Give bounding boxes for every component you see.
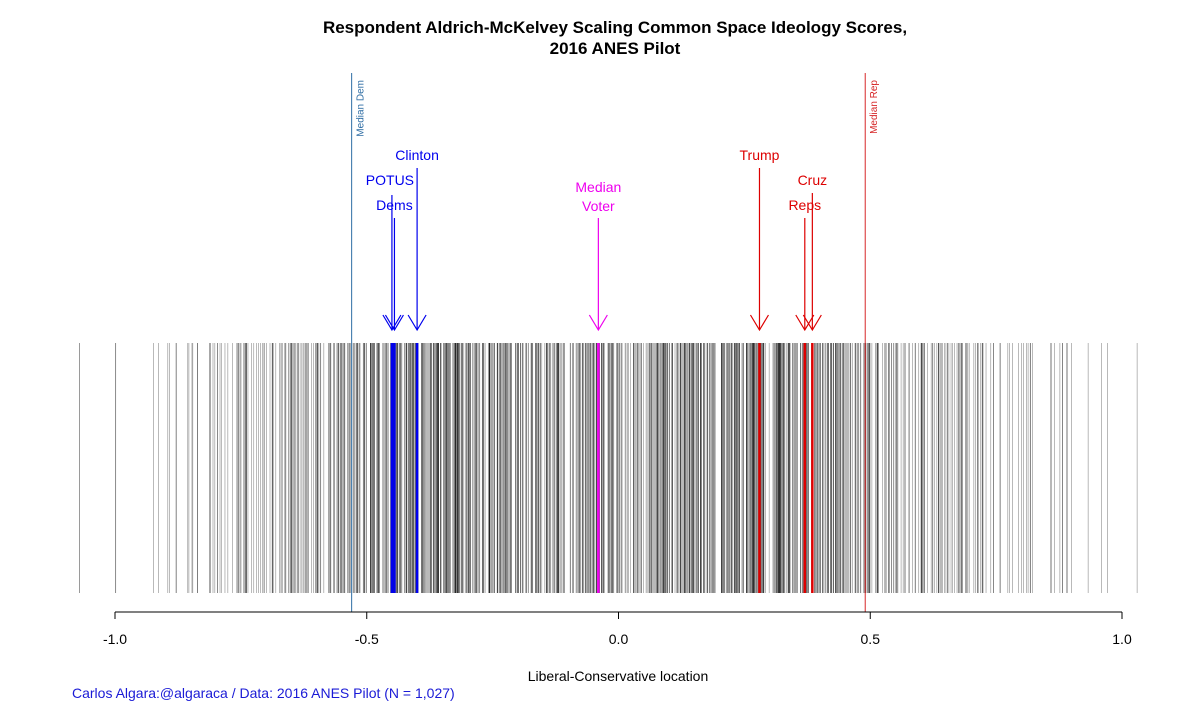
stimulus-trump: Trump [740,147,780,593]
x-tick-label: 0.5 [861,631,881,647]
chart-title-line1: Respondent Aldrich-McKelvey Scaling Comm… [323,18,907,37]
x-axis: -1.0 -0.5 0.0 0.5 1.0 [103,611,1132,647]
x-tick-label: 0.0 [609,631,629,647]
reference-line-label: Median Dem [356,80,367,137]
stimulus-label: Cruz [798,172,828,188]
x-axis-label: Liberal-Conservative location [528,668,709,684]
stimulus-dems: Dems [376,197,413,593]
stimulus-label-line2: Voter [582,198,615,214]
stimulus-label: POTUS [366,172,414,188]
stimulus-reps: Reps [788,197,821,593]
stimulus-label: Trump [740,147,780,163]
stimulus-median-voter: Median Voter [575,179,621,593]
stimulus-arrow-head [407,314,427,332]
x-tick-label: -1.0 [103,631,127,647]
stimulus-arrow-head [588,314,608,332]
stimulus-arrow-head [382,314,402,332]
stimulus-label: Median [575,179,621,195]
refline-median-rep: Median Rep [864,73,880,612]
stimulus-label: Clinton [395,147,439,163]
chart-title-line2: 2016 ANES Pilot [550,39,681,58]
chart-credit: Carlos Algara:@algaraca / Data: 2016 ANE… [72,685,455,701]
respondent-rug [79,343,1138,593]
stimulus-arrow-head [384,314,404,332]
stimulus-label: Reps [788,197,821,213]
stimulus-markers: Clinton POTUS Dems Median Voter Trump Cruz Reps [366,147,827,593]
stimulus-potus: POTUS [366,172,414,593]
stimulus-cruz: Cruz [798,172,828,593]
reference-lines: Median Dem Median Rep [351,73,880,612]
stimulus-arrow-head [802,314,822,332]
x-tick-label: 1.0 [1112,631,1132,647]
stimulus-label: Dems [376,197,413,213]
reference-line-label: Median Rep [869,80,880,134]
stimulus-arrow-head [795,314,815,332]
stimulus-arrow-head [749,314,769,332]
refline-median-dem: Median Dem [351,73,367,612]
stimulus-clinton: Clinton [395,147,439,593]
x-tick-label: -0.5 [355,631,379,647]
